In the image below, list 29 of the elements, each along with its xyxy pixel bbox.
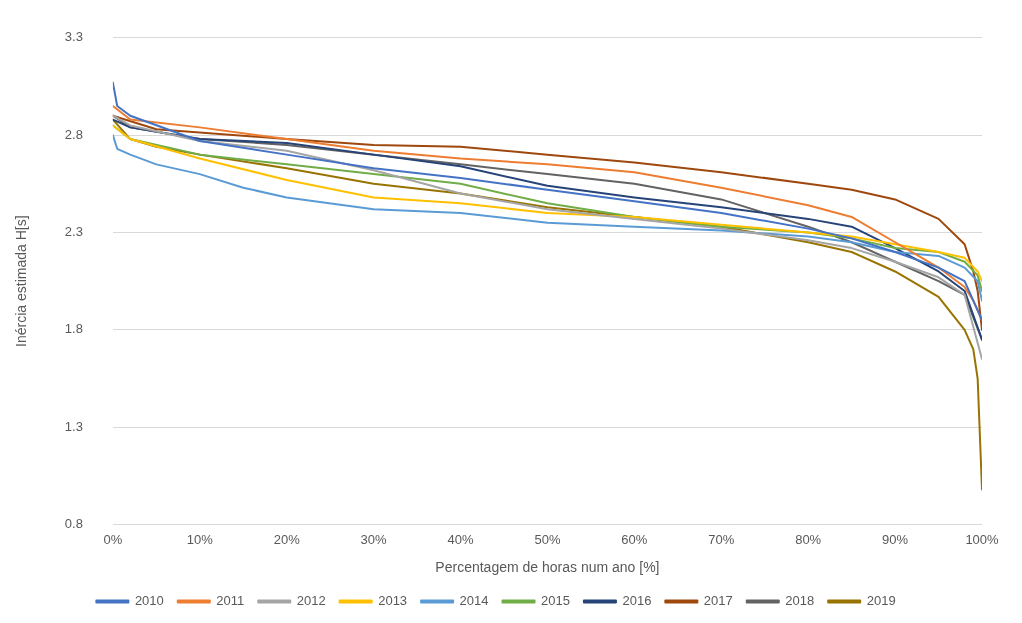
y-axis-title: Inércia estimada H[s] [13,215,30,347]
y-tick-label: 2.3 [64,224,83,240]
legend-label: 2016 [622,593,652,609]
x-tick-label: 80% [795,531,822,547]
x-tick-label: 50% [534,531,561,547]
legend-label: 2011 [216,593,245,609]
legend-label: 2014 [459,593,489,609]
legend-label: 2013 [378,593,408,609]
y-tick-label: 0.8 [64,516,83,532]
y-tick-label: 1.3 [64,418,83,434]
legend-label: 2017 [703,593,733,609]
x-tick-label: 90% [882,531,909,547]
y-tick-label: 3.3 [64,29,83,45]
legend-label: 2015 [541,593,570,609]
legend-label: 2012 [296,593,326,609]
x-tick-label: 0% [103,531,123,547]
x-tick-label: 70% [708,531,735,547]
x-tick-label: 10% [186,531,214,547]
x-tick-label: 60% [621,531,648,547]
x-tick-label: 40% [447,531,474,547]
y-tick-label: 1.8 [64,321,83,337]
y-tick-label: 2.8 [64,126,83,142]
x-tick-label: 20% [273,531,301,547]
legend-label: 2010 [134,593,164,609]
x-tick-label: 30% [360,531,388,547]
x-axis-title: Percentagem de horas num ano [%] [435,559,660,576]
x-tick-label: 100% [965,531,1000,547]
legend-label: 2019 [866,593,896,609]
legend-label: 2018 [785,593,815,609]
